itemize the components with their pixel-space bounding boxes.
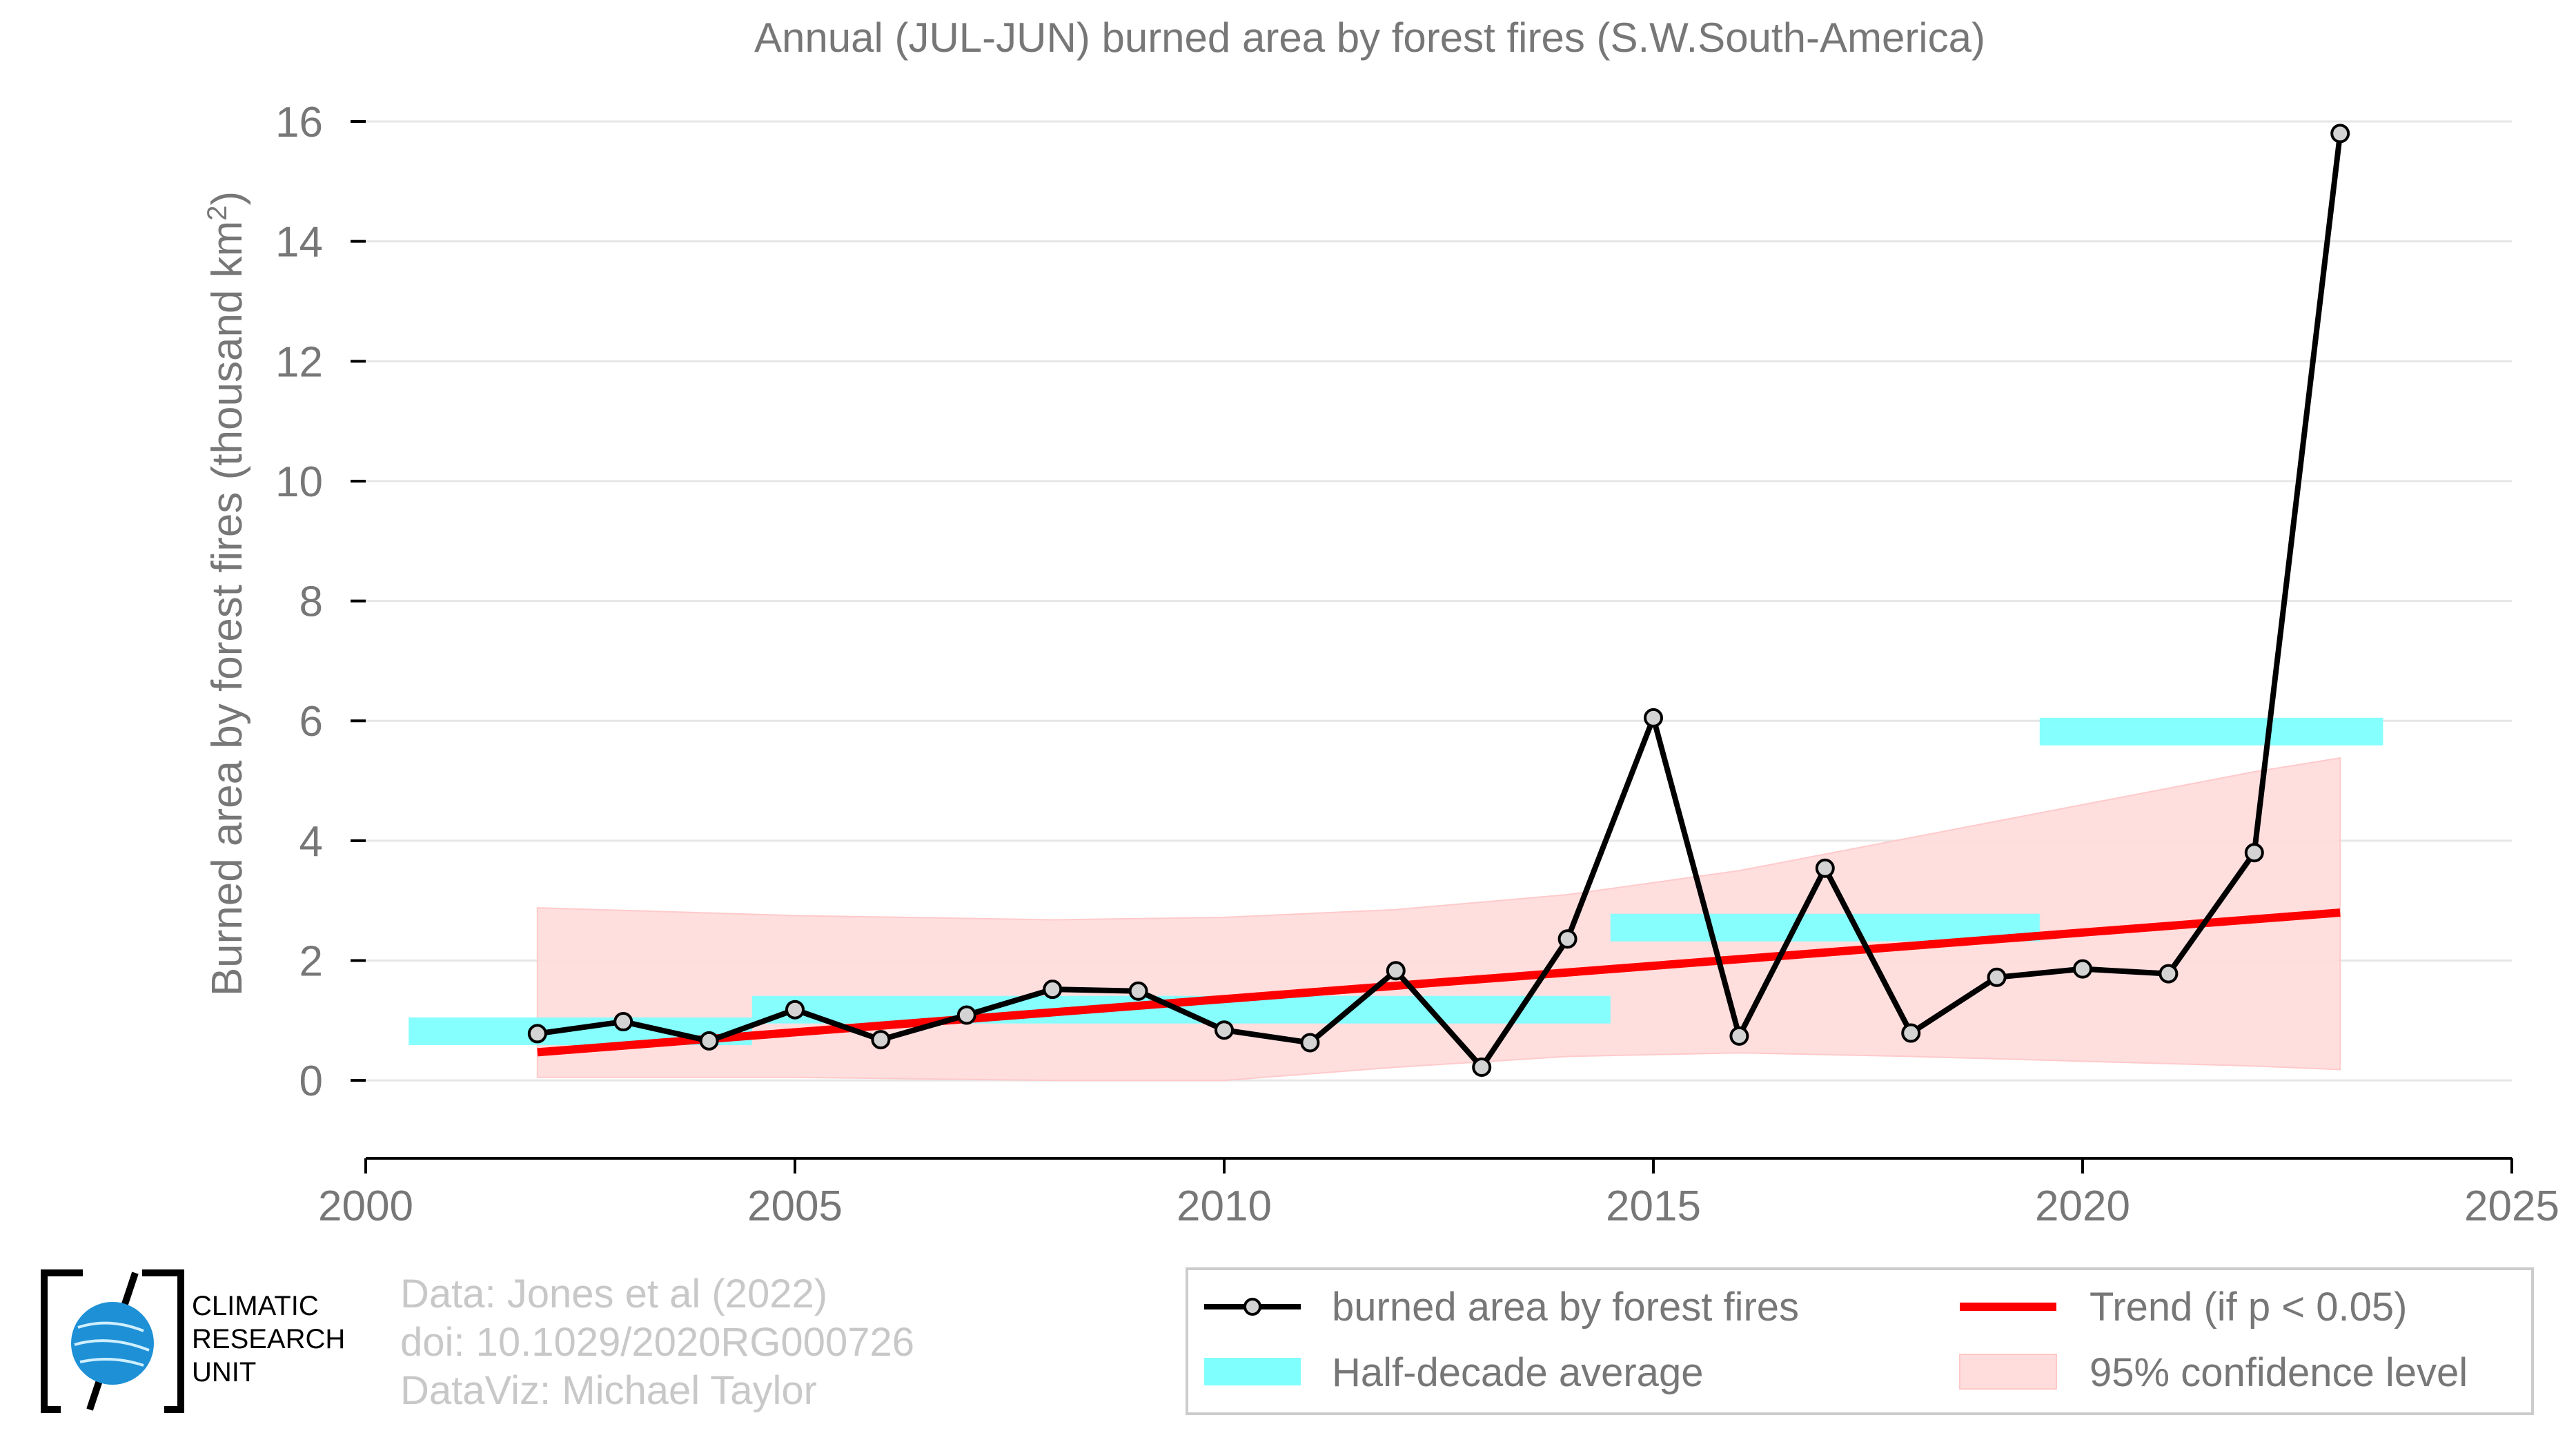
data-point-2008: [1043, 980, 1063, 1000]
legend-confidence-swatch: [1959, 1354, 2057, 1390]
data-point-2004: [699, 1031, 719, 1051]
legend-series-marker: [1243, 1298, 1261, 1316]
y-axis-label: Burned area by forest fires (thousand km…: [202, 191, 251, 996]
data-point-2023: [2330, 124, 2350, 144]
y-tick-label-8: 8: [299, 578, 323, 626]
data-point-2009: [1128, 981, 1148, 1001]
data-point-2021: [2159, 964, 2179, 984]
series-group: [527, 124, 2350, 1078]
cru-logo-line3: UNIT: [192, 1357, 257, 1387]
trend-line-group: [537, 908, 2341, 1057]
axes: 2000 2005 2010 2015 2020 2025 0 2 4 6 8 10 12 14 16: [275, 99, 2559, 1230]
y-axis-label-main: Burned area by forest fires (thousand km: [204, 221, 251, 996]
data-point-2010: [1215, 1020, 1234, 1040]
half-decade-bar-3: [2039, 717, 2383, 746]
data-point-2002: [527, 1024, 547, 1044]
data-point-2006: [871, 1030, 891, 1050]
y-tick-label-4: 4: [299, 818, 323, 866]
legend-halfdecade-swatch: [1204, 1358, 1301, 1385]
x-tick-label-2005: 2005: [747, 1182, 843, 1230]
data-point-2011: [1300, 1033, 1320, 1053]
y-axis-label-end: ): [204, 191, 251, 206]
y-axis-label-sup: 2: [202, 205, 233, 220]
credit-data-source: Data: Jones et al (2022): [400, 1272, 828, 1316]
data-point-2003: [613, 1012, 633, 1032]
data-point-2020: [2073, 959, 2092, 979]
x-tick-label-2015: 2015: [1606, 1182, 1701, 1230]
y-tick-label-10: 10: [275, 458, 323, 506]
legend-box: [1186, 1267, 2534, 1415]
data-point-2014: [1557, 929, 1577, 949]
credit-dataviz: DataViz: Michael Taylor: [400, 1368, 817, 1413]
data-point-2005: [785, 1000, 805, 1020]
half-decade-bar-2: [1610, 913, 2040, 942]
credit-doi: doi: 10.1029/2020RG000726: [400, 1320, 914, 1365]
x-tick-label-2025: 2025: [2464, 1182, 2559, 1230]
legend: burned area by forest fires Trend (if p …: [1186, 1267, 2534, 1415]
legend-trend-label: Trend (if p < 0.05): [2090, 1285, 2407, 1330]
y-tick-label-12: 12: [275, 338, 323, 386]
data-point-2022: [2244, 843, 2264, 863]
legend-series-label: burned area by forest fires: [1332, 1285, 1799, 1330]
data-point-2007: [956, 1005, 976, 1025]
x-tick-label-2020: 2020: [2035, 1182, 2130, 1230]
y-tick-label-2: 2: [299, 938, 323, 986]
chart-title: Annual (JUL-JUN) burned area by forest f…: [754, 14, 1985, 61]
data-credits: Data: Jones et al (2022) doi: 10.1029/20…: [400, 1270, 914, 1415]
x-tick-label-2010: 2010: [1177, 1182, 1272, 1230]
data-point-2019: [1987, 967, 2007, 987]
y-tick-label-6: 6: [299, 698, 323, 746]
y-tick-label-14: 14: [275, 219, 323, 266]
legend-halfdecade-label: Half-decade average: [1332, 1350, 1703, 1395]
x-tick-label-2000: 2000: [318, 1182, 413, 1230]
cru-logo-text: CLIMATIC RESEARCH UNIT: [192, 1289, 345, 1389]
y-tick-label-16: 16: [275, 99, 323, 146]
data-point-2015: [1644, 708, 1663, 728]
y-tick-label-0: 0: [299, 1058, 323, 1105]
data-point-2018: [1901, 1023, 1921, 1043]
series-line: [537, 133, 2343, 1071]
data-point-2012: [1386, 961, 1406, 981]
data-point-2017: [1815, 858, 1835, 878]
legend-confidence-label: 95% confidence level: [2090, 1350, 2468, 1395]
cru-logo: [41, 1269, 184, 1413]
cru-logo-line1: CLIMATIC: [192, 1291, 319, 1321]
cru-logo-line2: RESEARCH: [192, 1324, 346, 1354]
data-point-2016: [1729, 1026, 1749, 1046]
trend-line: [537, 908, 2341, 1057]
data-point-2013: [1472, 1058, 1492, 1078]
